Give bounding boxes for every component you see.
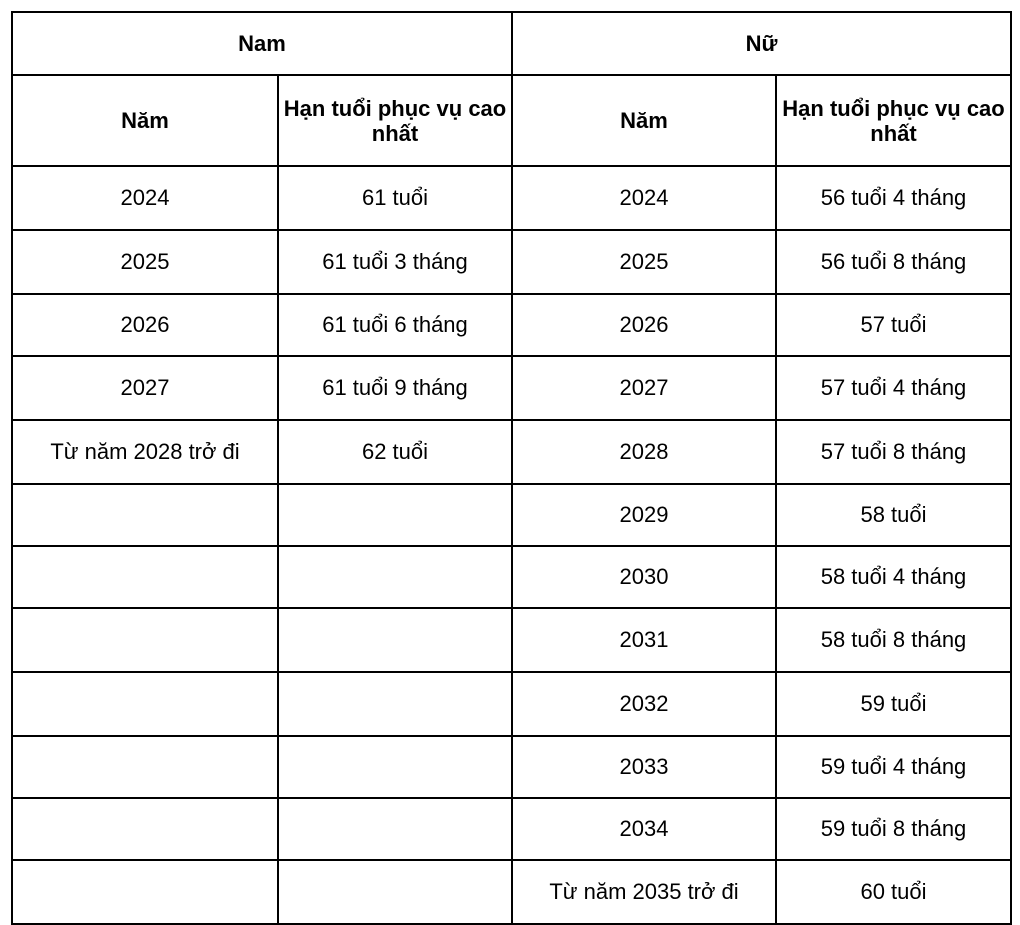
table-row: 2027 61 tuổi 9 tháng 2027 57 tuổi 4 tháng — [11, 355, 1013, 421]
cell-male-limit: 61 tuổi 9 tháng — [277, 355, 513, 421]
table-body: 2024 61 tuổi 2024 56 tuổi 4 tháng 2025 61 tuổ… — [11, 165, 1013, 925]
cell-female-limit: 56 tuổi 4 tháng — [774, 165, 1013, 231]
cell-male-limit — [277, 607, 513, 673]
table-row: 2032 59 tuổi — [11, 671, 1013, 737]
table-row: 2029 58 tuổi — [11, 483, 1013, 547]
cell-male-year — [11, 859, 279, 925]
cell-female-year: 2026 — [511, 293, 777, 357]
table-row: 2026 61 tuổi 6 tháng 2026 57 tuổi — [11, 293, 1013, 357]
cell-female-limit: 57 tuổi 4 tháng — [774, 355, 1013, 421]
cell-female-limit: 58 tuổi — [774, 483, 1013, 547]
cell-male-limit — [277, 671, 513, 737]
cell-male-limit — [277, 483, 513, 547]
cell-male-year: 2024 — [11, 165, 279, 231]
table-row: Từ năm 2035 trở đi 60 tuổi — [11, 859, 1013, 925]
cell-male-limit: 61 tuổi 3 tháng — [277, 229, 513, 295]
column-header-female-year: Năm — [511, 74, 777, 167]
column-header-male-year: Năm — [11, 74, 279, 167]
table-row: Từ năm 2028 trở đi 62 tuổi 2028 57 tuổi 8 t… — [11, 419, 1013, 485]
column-header-row: Năm Hạn tuổi phục vụ cao nhất Năm Hạn tu… — [11, 74, 1013, 167]
table-row: 2025 61 tuổi 3 tháng 2025 56 tuổi 8 tháng — [11, 229, 1013, 295]
cell-female-limit: 56 tuổi 8 tháng — [774, 229, 1013, 295]
table-row: 2031 58 tuổi 8 tháng — [11, 607, 1013, 673]
cell-male-year — [11, 545, 279, 609]
cell-male-limit: 61 tuổi — [277, 165, 513, 231]
cell-male-year — [11, 797, 279, 861]
cell-female-year: Từ năm 2035 trở đi — [511, 859, 777, 925]
cell-male-limit: 61 tuổi 6 tháng — [277, 293, 513, 357]
cell-female-limit: 59 tuổi — [774, 671, 1013, 737]
cell-female-year: 2029 — [511, 483, 777, 547]
group-header-male: Nam — [11, 11, 513, 76]
table-row: 2034 59 tuổi 8 tháng — [11, 797, 1013, 861]
cell-male-year — [11, 607, 279, 673]
cell-male-limit: 62 tuổi — [277, 419, 513, 485]
cell-male-year — [11, 671, 279, 737]
cell-female-year: 2027 — [511, 355, 777, 421]
cell-female-year: 2030 — [511, 545, 777, 609]
cell-female-limit: 57 tuổi 8 tháng — [774, 419, 1013, 485]
cell-male-year — [11, 483, 279, 547]
cell-male-limit — [277, 545, 513, 609]
cell-female-limit: 59 tuổi 4 tháng — [774, 735, 1013, 799]
cell-male-year: 2026 — [11, 293, 279, 357]
cell-female-year: 2024 — [511, 165, 777, 231]
cell-female-limit: 59 tuổi 8 tháng — [774, 797, 1013, 861]
cell-female-limit: 60 tuổi — [774, 859, 1013, 925]
cell-female-limit: 58 tuổi 8 tháng — [774, 607, 1013, 673]
cell-female-limit: 57 tuổi — [774, 293, 1013, 357]
column-header-male-limit: Hạn tuổi phục vụ cao nhất — [277, 74, 513, 167]
table-row: 2033 59 tuổi 4 tháng — [11, 735, 1013, 799]
cell-male-limit — [277, 735, 513, 799]
cell-male-year: 2027 — [11, 355, 279, 421]
cell-male-limit — [277, 797, 513, 861]
cell-female-limit: 58 tuổi 4 tháng — [774, 545, 1013, 609]
table-row: 2030 58 tuổi 4 tháng — [11, 545, 1013, 609]
table-row: 2024 61 tuổi 2024 56 tuổi 4 tháng — [11, 165, 1013, 231]
cell-female-year: 2034 — [511, 797, 777, 861]
cell-female-year: 2031 — [511, 607, 777, 673]
cell-female-year: 2032 — [511, 671, 777, 737]
service-age-table: Nam Nữ Năm Hạn tuổi phục vụ cao nhất Năm… — [11, 11, 1013, 925]
cell-female-year: 2033 — [511, 735, 777, 799]
cell-female-year: 2025 — [511, 229, 777, 295]
group-header-female: Nữ — [510, 11, 1013, 76]
cell-male-year: 2025 — [11, 229, 279, 295]
cell-male-year — [11, 735, 279, 799]
group-header-row: Nam Nữ — [11, 11, 1013, 76]
cell-male-year: Từ năm 2028 trở đi — [11, 419, 279, 485]
table-header: Nam Nữ Năm Hạn tuổi phục vụ cao nhất Năm… — [11, 11, 1013, 167]
column-header-female-limit: Hạn tuổi phục vụ cao nhất — [774, 74, 1013, 167]
cell-female-year: 2028 — [511, 419, 777, 485]
cell-male-limit — [277, 859, 513, 925]
